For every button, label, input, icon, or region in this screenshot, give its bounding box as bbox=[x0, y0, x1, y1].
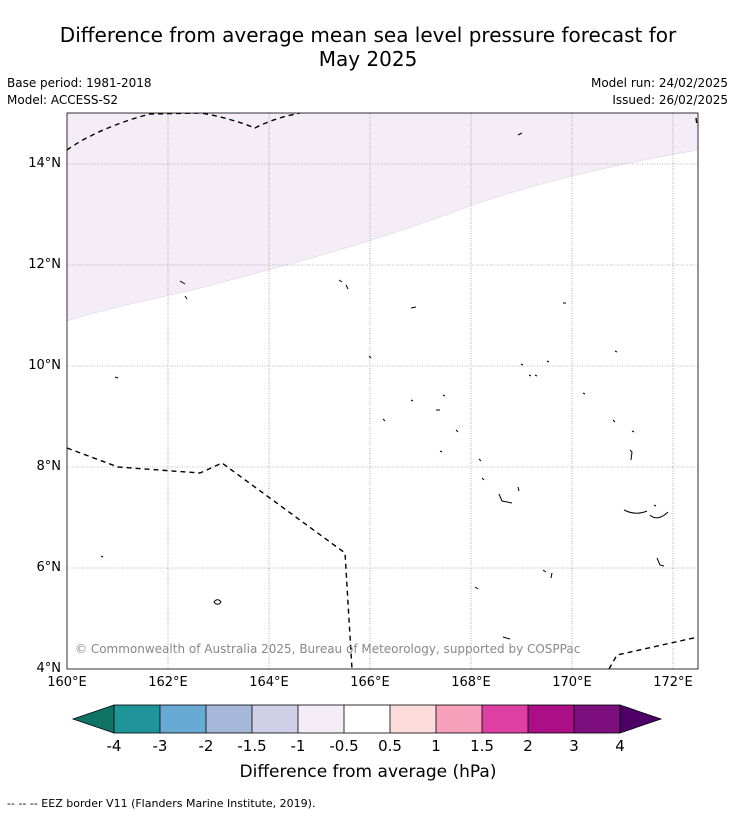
eez-footnote: -- -- -- EEZ border V11 (Flanders Marine… bbox=[7, 797, 316, 810]
chart-title-line1: Difference from average mean sea level p… bbox=[59, 23, 677, 47]
colorbar-segment-1 bbox=[114, 705, 160, 733]
gridlines bbox=[67, 113, 698, 669]
lat-tick-10n: 10°N bbox=[28, 358, 61, 373]
lon-tick-170e: 170°E bbox=[552, 675, 592, 690]
colorbar-title: Difference from average (hPa) bbox=[239, 762, 497, 782]
lon-tick-172e: 172°E bbox=[653, 675, 693, 690]
lon-tick-160e: 160°E bbox=[47, 675, 87, 690]
lat-tick-6n: 6°N bbox=[36, 560, 62, 575]
colorbar-label: 2 bbox=[523, 737, 533, 755]
lat-tick-12n: 12°N bbox=[28, 257, 61, 272]
colorbar-segment-4 bbox=[252, 705, 298, 733]
colorbar bbox=[71, 704, 663, 734]
model-run-text: Model run: 24/02/2025 bbox=[590, 76, 728, 90]
colorbar-segment-7 bbox=[390, 705, 436, 733]
colorbar-label: 1 bbox=[431, 737, 441, 755]
colorbar-segment-11 bbox=[574, 705, 620, 733]
colorbar-segment-9 bbox=[482, 705, 528, 733]
lon-tick-162e: 162°E bbox=[148, 675, 188, 690]
colorbar-label: -0.5 bbox=[329, 737, 359, 755]
colorbar-label: 1.5 bbox=[470, 737, 494, 755]
copyright-text: © Commonwealth of Australia 2025, Bureau… bbox=[75, 642, 580, 656]
colorbar-label: 3 bbox=[569, 737, 579, 755]
eez-borders bbox=[67, 113, 698, 669]
colorbar-segment-2 bbox=[160, 705, 206, 733]
colorbar-segment-3 bbox=[206, 705, 252, 733]
lat-tick-4n: 4°N bbox=[36, 661, 62, 676]
colorbar-label: -1 bbox=[290, 737, 306, 755]
colorbar-label: -4 bbox=[106, 737, 122, 755]
lat-tick-8n: 8°N bbox=[36, 459, 62, 474]
issued-text: Issued: 26/02/2025 bbox=[612, 93, 728, 107]
islands bbox=[100, 132, 669, 640]
map-frame bbox=[66, 112, 699, 670]
lon-tick-166e: 166°E bbox=[350, 675, 390, 690]
map-plot-area: © Commonwealth of Australia 2025, Bureau… bbox=[67, 113, 698, 669]
lon-tick-164e: 164°E bbox=[249, 675, 289, 690]
colorbar-segment-5 bbox=[298, 705, 344, 733]
model-text: Model: ACCESS-S2 bbox=[7, 93, 119, 107]
colorbar-label: 0.5 bbox=[378, 737, 402, 755]
lat-tick-14n: 14°N bbox=[28, 156, 61, 171]
chart-title-line2: May 2025 bbox=[318, 47, 418, 71]
pressure-anomaly-shading bbox=[67, 113, 698, 322]
colorbar-label: -2 bbox=[198, 737, 214, 755]
base-period-text: Base period: 1981-2018 bbox=[7, 76, 152, 90]
colorbar-label: -1.5 bbox=[237, 737, 267, 755]
colorbar-segment-6 bbox=[344, 705, 390, 733]
colorbar-extend-high bbox=[619, 704, 663, 734]
colorbar-label: -3 bbox=[152, 737, 168, 755]
colorbar-extend-low bbox=[71, 704, 115, 734]
colorbar-label: 4 bbox=[615, 737, 625, 755]
lon-tick-168e: 168°E bbox=[451, 675, 491, 690]
colorbar-segment-8 bbox=[436, 705, 482, 733]
colorbar-segment-10 bbox=[528, 705, 574, 733]
